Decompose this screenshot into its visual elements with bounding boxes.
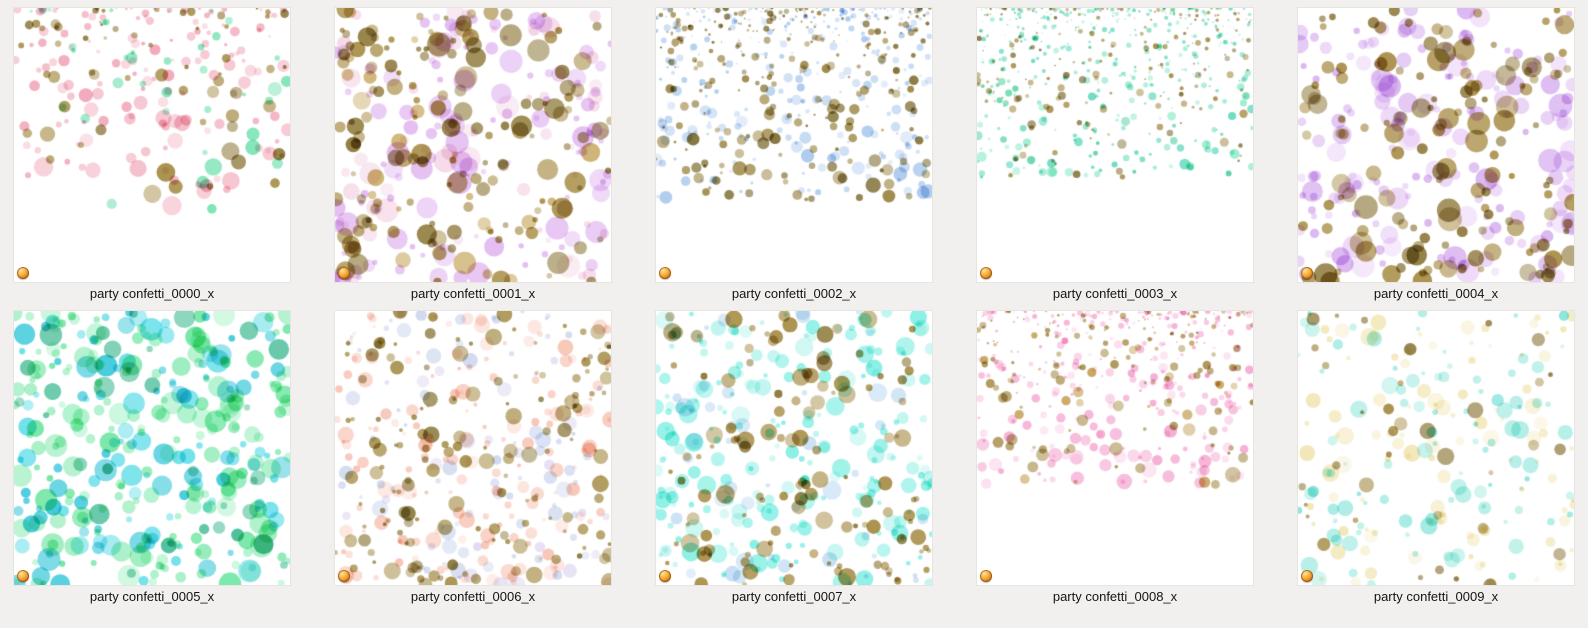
file-name-label: party confetti_0005_x <box>89 589 215 604</box>
thumbnail-image <box>976 310 1254 586</box>
file-name-label: party confetti_0003_x <box>1052 286 1178 301</box>
gold-bead-overlay-icon <box>659 570 671 582</box>
thumbnail-image <box>13 310 291 586</box>
confetti-pattern <box>335 311 611 585</box>
thumbnail-grid: party confetti_0000_x party confetti_000… <box>13 7 1575 605</box>
thumbnail-image <box>655 310 933 586</box>
gold-bead-overlay-icon <box>17 570 29 582</box>
gold-bead-overlay-icon <box>1301 570 1313 582</box>
file-name-label: party confetti_0002_x <box>731 286 857 301</box>
file-thumbnail[interactable]: party confetti_0008_x <box>976 310 1254 605</box>
file-name-label: party confetti_0000_x <box>89 286 215 301</box>
file-thumbnail[interactable]: party confetti_0000_x <box>13 7 291 302</box>
file-thumbnail[interactable]: party confetti_0006_x <box>334 310 612 605</box>
gold-bead-overlay-icon <box>17 267 29 279</box>
file-name-label: party confetti_0006_x <box>410 589 536 604</box>
gold-bead-overlay-icon <box>1301 267 1313 279</box>
confetti-pattern <box>656 8 932 282</box>
file-name-label: party confetti_0001_x <box>410 286 536 301</box>
thumbnail-image <box>1297 310 1575 586</box>
confetti-pattern <box>14 311 290 585</box>
file-thumbnail[interactable]: party confetti_0009_x <box>1297 310 1575 605</box>
thumbnail-image <box>13 7 291 283</box>
file-name-label: party confetti_0004_x <box>1373 286 1499 301</box>
confetti-pattern <box>335 8 611 282</box>
confetti-pattern <box>1298 8 1574 282</box>
gold-bead-overlay-icon <box>980 267 992 279</box>
file-name-label: party confetti_0008_x <box>1052 589 1178 604</box>
gold-bead-overlay-icon <box>338 570 350 582</box>
file-thumbnail[interactable]: party confetti_0004_x <box>1297 7 1575 302</box>
confetti-pattern <box>14 8 290 282</box>
thumbnail-image <box>334 7 612 283</box>
thumbnail-image <box>655 7 933 283</box>
file-name-label: party confetti_0007_x <box>731 589 857 604</box>
gold-bead-overlay-icon <box>338 267 350 279</box>
gold-bead-overlay-icon <box>980 570 992 582</box>
file-thumbnail[interactable]: party confetti_0002_x <box>655 7 933 302</box>
confetti-pattern <box>656 311 932 585</box>
file-thumbnail[interactable]: party confetti_0005_x <box>13 310 291 605</box>
confetti-pattern <box>977 311 1253 585</box>
confetti-pattern <box>1298 311 1574 585</box>
confetti-pattern <box>977 8 1253 282</box>
thumbnail-image <box>976 7 1254 283</box>
file-thumbnail[interactable]: party confetti_0007_x <box>655 310 933 605</box>
thumbnail-image <box>1297 7 1575 283</box>
file-thumbnail[interactable]: party confetti_0001_x <box>334 7 612 302</box>
file-name-label: party confetti_0009_x <box>1373 589 1499 604</box>
gold-bead-overlay-icon <box>659 267 671 279</box>
thumbnail-image <box>334 310 612 586</box>
file-thumbnail[interactable]: party confetti_0003_x <box>976 7 1254 302</box>
